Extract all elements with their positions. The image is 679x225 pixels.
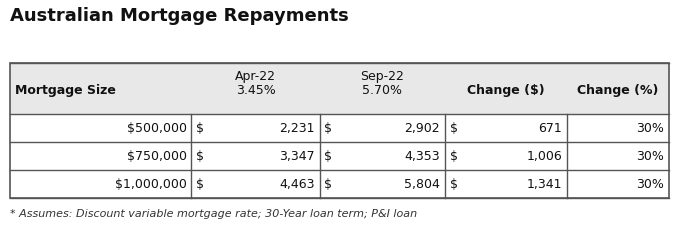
Text: 2,902: 2,902 — [405, 122, 440, 135]
Text: Change (%): Change (%) — [577, 84, 659, 97]
Text: 5.70%: 5.70% — [363, 84, 403, 97]
Text: $: $ — [449, 178, 458, 191]
Text: 2,231: 2,231 — [280, 122, 315, 135]
Text: 4,463: 4,463 — [280, 178, 315, 191]
Text: 30%: 30% — [636, 122, 664, 135]
Text: $: $ — [449, 150, 458, 163]
Text: Apr-22: Apr-22 — [235, 70, 276, 83]
Text: $: $ — [325, 178, 333, 191]
Text: $: $ — [196, 150, 204, 163]
Text: 30%: 30% — [636, 178, 664, 191]
Text: $500,000: $500,000 — [127, 122, 187, 135]
Text: $: $ — [196, 178, 204, 191]
Text: 1,341: 1,341 — [526, 178, 562, 191]
Text: Mortgage Size: Mortgage Size — [15, 84, 116, 97]
Text: 4,353: 4,353 — [405, 150, 440, 163]
Text: Sep-22: Sep-22 — [361, 70, 404, 83]
Text: 3,347: 3,347 — [279, 150, 315, 163]
Text: $1,000,000: $1,000,000 — [115, 178, 187, 191]
Text: $: $ — [196, 122, 204, 135]
Text: 30%: 30% — [636, 150, 664, 163]
Bar — [10, 63, 669, 198]
Text: $: $ — [325, 122, 333, 135]
Text: Change ($): Change ($) — [467, 84, 545, 97]
Text: 3.45%: 3.45% — [236, 84, 276, 97]
Text: 1,006: 1,006 — [526, 150, 562, 163]
Bar — [10, 63, 669, 114]
Text: * Assumes: Discount variable mortgage rate; 30-Year loan term; P&I loan: * Assumes: Discount variable mortgage ra… — [10, 209, 418, 219]
Text: Australian Mortgage Repayments: Australian Mortgage Repayments — [10, 7, 349, 25]
Text: $: $ — [449, 122, 458, 135]
Text: $: $ — [325, 150, 333, 163]
Text: $750,000: $750,000 — [127, 150, 187, 163]
Text: 5,804: 5,804 — [404, 178, 440, 191]
Text: 671: 671 — [538, 122, 562, 135]
